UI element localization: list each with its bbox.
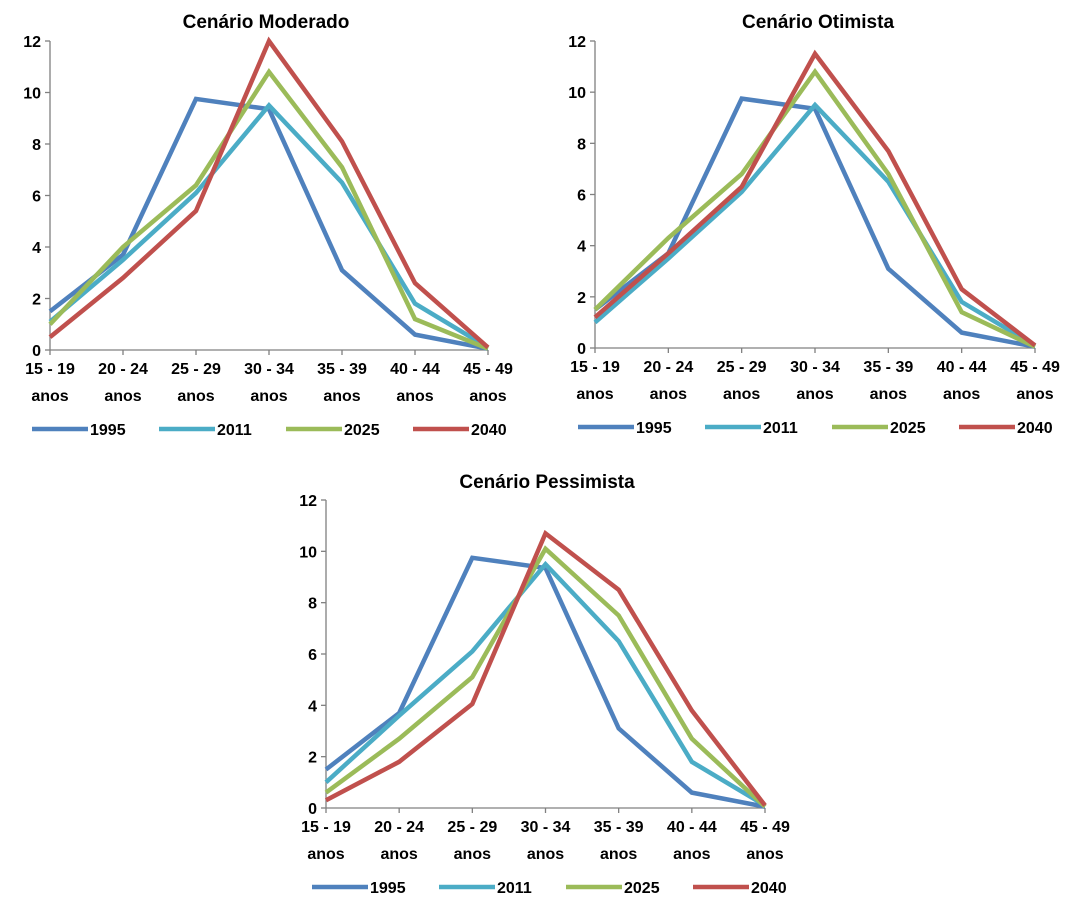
legend-label-1995: 1995	[370, 880, 406, 897]
x-tick-label: 15 - 19 anos	[25, 361, 75, 405]
series-line-2025	[324, 545, 767, 809]
y-tick-label: 4	[577, 239, 586, 256]
y-tick-label: 8	[308, 596, 317, 613]
x-tick-label: 30 - 34 anos	[244, 361, 294, 405]
x-tick-label: 25 - 29 anos	[447, 819, 497, 863]
x-tick-label: 45 - 49 anos	[1010, 359, 1060, 403]
y-tick-label: 8	[32, 137, 41, 154]
legend: 1995 2011 2025 2040	[312, 880, 787, 897]
y-tick-label: 2	[577, 290, 586, 307]
x-tick-label: 40 - 44 anos	[667, 819, 717, 863]
chart-title: Cenário Otimista	[742, 12, 894, 33]
x-tick-label: 25 - 29 anos	[717, 359, 767, 403]
x-tick-label: 40 - 44 anos	[390, 361, 440, 405]
x-tick-label: 20 - 24 anos	[374, 819, 424, 863]
y-tick-label: 4	[308, 698, 317, 715]
series-line-2011	[324, 560, 767, 808]
legend-label-2040: 2040	[1017, 420, 1053, 437]
x-tick-label: 40 - 44 anos	[937, 359, 987, 403]
chart-title: Cenário Pessimista	[459, 472, 635, 493]
chart-1: Cenário Moderado 0 2 4 6 8 10 12 15 - 19 anos 20 -…	[23, 12, 513, 439]
x-tick-label: 35 - 39 anos	[863, 359, 913, 403]
y-tick-label: 2	[32, 292, 41, 309]
y-tick-label: 0	[32, 343, 41, 360]
y-tick-label: 10	[568, 85, 586, 102]
x-tick-label: 45 - 49 anos	[740, 819, 790, 863]
y-tick-label: 4	[32, 240, 41, 257]
x-tick-label: 35 - 39 anos	[317, 361, 367, 405]
y-tick-label: 0	[577, 341, 586, 358]
legend-label-2011: 2011	[497, 880, 532, 897]
series-line-2040	[593, 49, 1037, 348]
series-line-1995	[48, 96, 489, 351]
x-tick-label: 35 - 39 anos	[594, 819, 644, 863]
x-tick-label: 15 - 19 anos	[570, 359, 620, 403]
y-tick-label: 6	[32, 189, 41, 206]
legend-label-2040: 2040	[751, 880, 787, 897]
legend-label-2011: 2011	[763, 420, 798, 437]
legend: 1995 2011 2025 2040	[578, 420, 1053, 437]
x-tick-label: 25 - 29 anos	[171, 361, 221, 405]
series-line-2011	[593, 101, 1037, 348]
series-line-2040	[324, 529, 767, 807]
legend-label-2025: 2025	[624, 880, 660, 897]
x-tick-label: 15 - 19 anos	[301, 819, 351, 863]
legend-label-2025: 2025	[344, 422, 380, 439]
y-tick-label: 8	[577, 136, 586, 153]
legend-label-1995: 1995	[90, 422, 126, 439]
legend-label-2040: 2040	[471, 422, 507, 439]
chart-title: Cenário Moderado	[183, 12, 350, 33]
x-tick-label: 30 - 34 anos	[790, 359, 840, 403]
y-tick-label: 12	[299, 493, 317, 510]
series-line-2040	[48, 36, 490, 350]
y-tick-label: 10	[299, 544, 317, 561]
legend: 1995 2011 2025 2040	[32, 422, 507, 439]
chart-3: Cenário Pessimista 0 2 4 6 8 10 12 15 - 19 anos 20…	[299, 472, 790, 897]
legend-label-2025: 2025	[890, 420, 926, 437]
x-tick-label: 30 - 34 anos	[521, 819, 571, 863]
series-line-2025	[48, 67, 489, 351]
y-tick-label: 2	[308, 750, 317, 767]
chart-2: Cenário Otimista 0 2 4 6 8 10 12 15 - 19 anos 20 -…	[568, 12, 1060, 437]
series-line-1995	[324, 555, 766, 809]
legend-label-2011: 2011	[217, 422, 252, 439]
y-tick-label: 10	[23, 86, 41, 103]
series-line-1995	[593, 96, 1036, 349]
x-tick-label: 20 - 24 anos	[98, 361, 148, 405]
legend-label-1995: 1995	[636, 420, 672, 437]
y-tick-label: 6	[308, 647, 317, 664]
y-tick-label: 12	[568, 34, 586, 51]
series-line-2011	[48, 102, 490, 350]
y-tick-label: 0	[308, 801, 317, 818]
y-tick-label: 6	[577, 188, 586, 205]
y-tick-label: 12	[23, 34, 41, 51]
x-tick-label: 45 - 49 anos	[463, 361, 513, 405]
x-tick-label: 20 - 24 anos	[643, 359, 693, 403]
series-line-2025	[593, 67, 1036, 349]
